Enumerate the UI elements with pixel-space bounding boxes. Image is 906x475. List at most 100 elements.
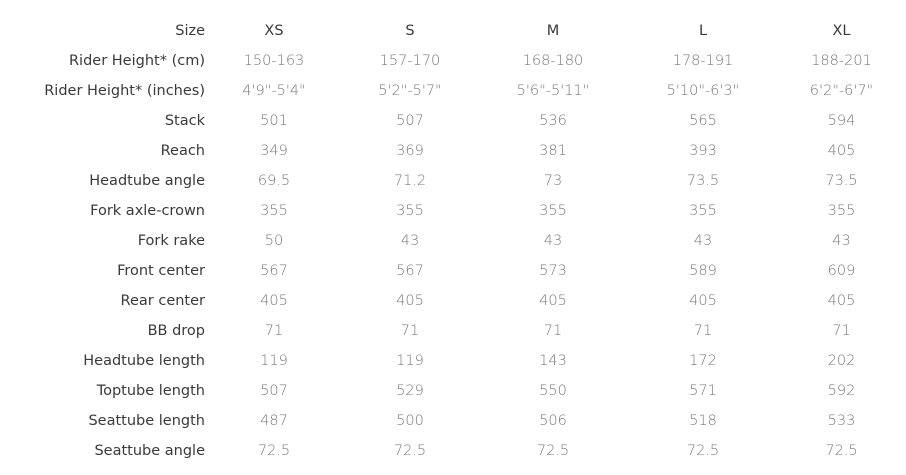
table-row: Rear center 405 405 405 405 405 <box>0 286 906 316</box>
table-cell: 43 <box>543 233 563 249</box>
table-cell: 188-201 <box>811 53 872 69</box>
row-label: Rider Height* (inches) <box>44 83 205 99</box>
table-row: Rider Height* (inches) 4'9"-5'4" 5'2"-5'7"… <box>0 76 906 106</box>
header-row: Size XS S M L XL <box>0 16 906 46</box>
table-cell: 405 <box>827 293 856 309</box>
table-cell: 369 <box>396 143 424 159</box>
row-label: Reach <box>160 143 205 159</box>
table-cell: 73.5 <box>686 173 720 189</box>
table-cell: 5'2"-5'7" <box>378 83 442 99</box>
table-row: Seattube angle 72.5 72.5 72.5 72.5 72.5 <box>0 436 906 466</box>
table-cell: 72.5 <box>536 443 570 459</box>
table-row: BB drop 71 71 71 71 71 <box>0 316 906 346</box>
table-cell: 157-170 <box>379 53 441 69</box>
table-cell: 71 <box>693 323 713 339</box>
table-cell: 355 <box>396 203 424 219</box>
table-cell: 381 <box>539 143 567 159</box>
table-cell: 529 <box>396 383 424 399</box>
table-cell: 567 <box>260 263 288 279</box>
table-cell: 43 <box>400 233 420 249</box>
table-row: Rider Height* (cm) 150-163 157-170 168-180 1… <box>0 46 906 76</box>
row-label: Rider Height* (cm) <box>68 53 205 69</box>
table-cell: 536 <box>539 113 567 129</box>
row-label: Toptube length <box>96 383 205 399</box>
table-cell: 43 <box>832 233 851 249</box>
row-label: Fork rake <box>137 233 205 249</box>
table-cell: 143 <box>539 353 567 369</box>
size-xl-header: XL <box>832 23 851 39</box>
table-cell: 150-163 <box>243 53 305 69</box>
table-cell: 405 <box>539 293 567 309</box>
table-cell: 172 <box>689 353 717 369</box>
row-label: Seattube angle <box>94 443 205 459</box>
table-cell: 507 <box>396 113 424 129</box>
row-label: Headtube angle <box>89 173 205 189</box>
size-s-header: S <box>405 23 415 39</box>
table-cell: 73.5 <box>825 173 858 189</box>
table-cell: 550 <box>539 383 567 399</box>
table-cell: 565 <box>689 113 717 129</box>
table-row: Fork rake 50 43 43 43 43 <box>0 226 906 256</box>
geometry-table-body: Rider Height* (cm) 150-163 157-170 168-180 1… <box>0 46 906 466</box>
table-cell: 571 <box>689 383 717 399</box>
table-cell: 500 <box>396 413 424 429</box>
table-cell: 405 <box>827 143 856 159</box>
row-label: Fork axle-crown <box>90 203 205 219</box>
table-cell: 168-180 <box>522 53 584 69</box>
table-cell: 355 <box>260 203 288 219</box>
size-xs-header: XS <box>264 23 284 39</box>
table-row: Front center 567 567 573 589 609 <box>0 256 906 286</box>
table-cell: 405 <box>396 293 424 309</box>
table-cell: 506 <box>539 413 567 429</box>
row-label: BB drop <box>147 323 205 339</box>
table-cell: 589 <box>689 263 717 279</box>
table-cell: 202 <box>827 353 856 369</box>
table-cell: 72.5 <box>257 443 291 459</box>
table-cell: 71 <box>832 323 851 339</box>
table-row: Reach 349 369 381 393 405 <box>0 136 906 166</box>
table-cell: 355 <box>539 203 567 219</box>
table-cell: 69.5 <box>257 173 291 189</box>
table-cell: 609 <box>827 263 856 279</box>
table-cell: 72.5 <box>393 443 427 459</box>
table-cell: 71 <box>543 323 563 339</box>
size-l-header: L <box>698 23 708 39</box>
table-cell: 507 <box>260 383 288 399</box>
table-cell: 501 <box>260 113 288 129</box>
table-cell: 592 <box>827 383 856 399</box>
size-header-label: Size <box>175 23 205 39</box>
table-cell: 5'10"-6'3" <box>666 83 740 99</box>
table-cell: 349 <box>260 143 288 159</box>
table-cell: 72.5 <box>825 443 858 459</box>
table-cell: 71 <box>400 323 420 339</box>
table-row: Seattube length 487 500 506 518 533 <box>0 406 906 436</box>
size-m-header: M <box>546 23 560 39</box>
table-row: Fork axle-crown 355 355 355 355 355 <box>0 196 906 226</box>
table-cell: 594 <box>827 113 856 129</box>
table-cell: 71.2 <box>393 173 427 189</box>
table-cell: 405 <box>689 293 717 309</box>
table-cell: 72.5 <box>686 443 720 459</box>
table-cell: 5'6"-5'11" <box>516 83 590 99</box>
table-row: Headtube length 119 119 143 172 202 <box>0 346 906 376</box>
table-cell: 119 <box>260 353 288 369</box>
table-cell: 393 <box>689 143 717 159</box>
table-cell: 518 <box>689 413 717 429</box>
row-label: Headtube length <box>83 353 205 369</box>
geometry-table: Size XS S M L XL Rider Height* (cm) 150-1… <box>0 16 906 466</box>
table-row: Stack 501 507 536 565 594 <box>0 106 906 136</box>
table-cell: 178-191 <box>672 53 734 69</box>
table-row: Headtube angle 69.5 71.2 73 73.5 73.5 <box>0 166 906 196</box>
table-cell: 355 <box>827 203 856 219</box>
table-cell: 119 <box>396 353 424 369</box>
row-label: Stack <box>164 113 205 129</box>
table-cell: 567 <box>396 263 424 279</box>
table-cell: 533 <box>827 413 856 429</box>
table-cell: 4'9"-5'4" <box>242 83 306 99</box>
table-cell: 71 <box>264 323 284 339</box>
table-cell: 487 <box>260 413 288 429</box>
table-cell: 50 <box>264 233 284 249</box>
row-label: Front center <box>117 263 205 279</box>
row-label: Seattube length <box>88 413 205 429</box>
table-cell: 355 <box>689 203 717 219</box>
